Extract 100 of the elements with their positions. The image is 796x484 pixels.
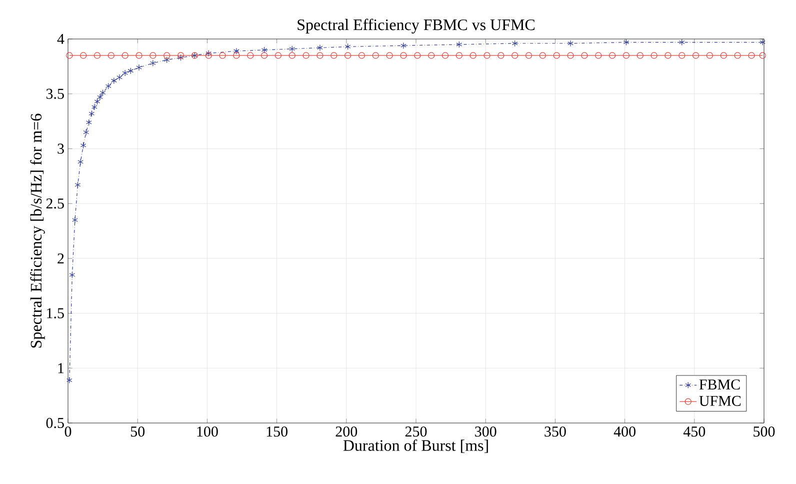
point: [206, 50, 212, 57]
point: [74, 182, 81, 188]
point: [748, 52, 755, 59]
x-tick-label: 300: [475, 426, 496, 437]
point: [289, 46, 296, 52]
point: [456, 41, 462, 48]
point: [442, 52, 449, 59]
y-tick-label: 0.5: [46, 418, 64, 428]
point: [150, 52, 156, 59]
x-axis-title: Duration of Burst [ms]: [343, 439, 488, 453]
y-tick-label: 1.5: [47, 308, 64, 318]
point: [706, 52, 714, 59]
point: [525, 52, 532, 59]
x-tick-label: 150: [266, 426, 288, 437]
point: [400, 42, 406, 49]
point: [539, 52, 546, 59]
y-axis-title: Spectral Efficiency [b/s/Hz] for m=6: [30, 114, 45, 348]
point: [302, 52, 310, 59]
point: [734, 52, 741, 59]
point: [219, 52, 226, 59]
point: [80, 142, 86, 149]
point: [484, 52, 490, 59]
point: [358, 52, 366, 59]
point: [116, 74, 122, 81]
point: [414, 52, 421, 59]
point: [568, 40, 574, 47]
y-tick-label: 2: [58, 253, 64, 264]
point: [623, 38, 630, 46]
point: [136, 64, 142, 71]
point: [595, 52, 602, 59]
point: [344, 43, 351, 50]
point: [567, 52, 574, 59]
point: [150, 60, 156, 66]
point: [288, 52, 296, 59]
point: [205, 52, 212, 59]
point: [72, 216, 78, 224]
point: [100, 89, 106, 96]
y-tick-label: 1: [58, 363, 64, 374]
point: [260, 52, 268, 59]
point: [608, 52, 616, 59]
point: [88, 110, 95, 117]
point: [720, 52, 727, 59]
point: [317, 44, 323, 52]
point: [316, 52, 324, 59]
point: [400, 52, 407, 59]
point: [80, 52, 87, 59]
point: [650, 52, 658, 59]
point: [512, 52, 518, 59]
point: [136, 52, 142, 59]
point: [122, 52, 128, 59]
point: [164, 52, 170, 59]
y-tick-label: 4: [57, 34, 64, 44]
point: [456, 52, 462, 59]
x-tick-label: 400: [614, 426, 636, 437]
point: [678, 52, 686, 59]
x-tick-label: 350: [544, 426, 566, 437]
point: [66, 376, 72, 384]
x-tick-label: 50: [130, 426, 145, 437]
point: [512, 40, 518, 47]
point: [261, 46, 268, 54]
point: [105, 82, 112, 90]
point: [83, 128, 89, 136]
x-tick-label: 100: [197, 426, 218, 437]
point: [498, 52, 504, 59]
point: [92, 104, 98, 110]
legend-label: FBMC: [699, 379, 740, 390]
point: [692, 52, 700, 59]
point: [636, 52, 644, 59]
point: [108, 52, 114, 59]
legend-label: UFMC: [699, 396, 741, 406]
point: [678, 38, 685, 46]
point: [274, 52, 282, 59]
point: [247, 52, 254, 59]
point: [553, 52, 560, 59]
point: [122, 70, 128, 76]
point: [622, 52, 630, 59]
x-tick-label: 200: [336, 426, 358, 437]
point: [759, 52, 766, 59]
x-tick-label: 250: [405, 426, 427, 437]
point: [128, 68, 134, 74]
y-tick-label: 3.5: [46, 88, 64, 99]
point: [111, 77, 117, 84]
point: [233, 52, 240, 59]
point: [581, 52, 588, 59]
point: [69, 272, 76, 278]
point: [428, 52, 435, 59]
point: [664, 52, 672, 59]
point: [386, 52, 393, 59]
point: [760, 38, 766, 46]
chart-title: Spectral Efficiency FBMC vs UFMC: [298, 18, 535, 34]
y-tick-label: 2.5: [46, 198, 64, 209]
y-tick-label: 3: [58, 144, 64, 154]
point: [234, 48, 240, 54]
point: [164, 56, 170, 64]
point: [372, 52, 379, 59]
point: [78, 158, 84, 166]
point: [94, 98, 100, 105]
point: [86, 119, 92, 126]
point: [97, 94, 103, 100]
point: [66, 52, 73, 59]
